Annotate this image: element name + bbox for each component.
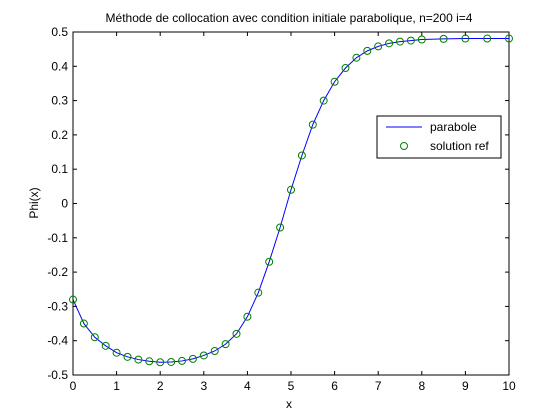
x-tick-label: 3 — [200, 379, 207, 393]
x-tick-label: 4 — [244, 379, 251, 393]
x-tick-label: 6 — [331, 379, 338, 393]
y-tick-label: 0.5 — [51, 25, 68, 39]
x-tick-label: 5 — [288, 379, 295, 393]
x-axis-label: x — [286, 397, 292, 411]
legend: parabole solution ref — [377, 116, 501, 158]
y-tick-label: -0.3 — [47, 299, 68, 313]
legend-label-solution-ref: solution ref — [430, 139, 489, 153]
y-tick-label: 0.3 — [51, 94, 68, 108]
y-tick-label: -0.2 — [47, 265, 68, 279]
y-tick-label: 0.2 — [51, 128, 68, 142]
x-tick-label: 0 — [70, 379, 77, 393]
x-tick-label: 8 — [418, 379, 425, 393]
x-tick-label: 9 — [462, 379, 469, 393]
x-tick-label: 1 — [113, 379, 120, 393]
y-tick-label: -0.1 — [47, 231, 68, 245]
x-tick-label: 7 — [375, 379, 382, 393]
x-tick-label: 2 — [157, 379, 164, 393]
chart-title: Méthode de collocation avec condition in… — [106, 11, 473, 25]
y-axis-label: Phi(x) — [27, 187, 41, 218]
y-tick-label: 0.4 — [51, 59, 68, 73]
y-tick-label: -0.5 — [47, 368, 68, 382]
legend-label-parabole: parabole — [430, 120, 477, 134]
y-tick-label: -0.4 — [47, 334, 68, 348]
y-tick-label: 0 — [61, 197, 68, 211]
plot-area — [73, 32, 509, 375]
y-tick-label: 0.1 — [51, 162, 68, 176]
x-tick-label: 10 — [502, 379, 516, 393]
